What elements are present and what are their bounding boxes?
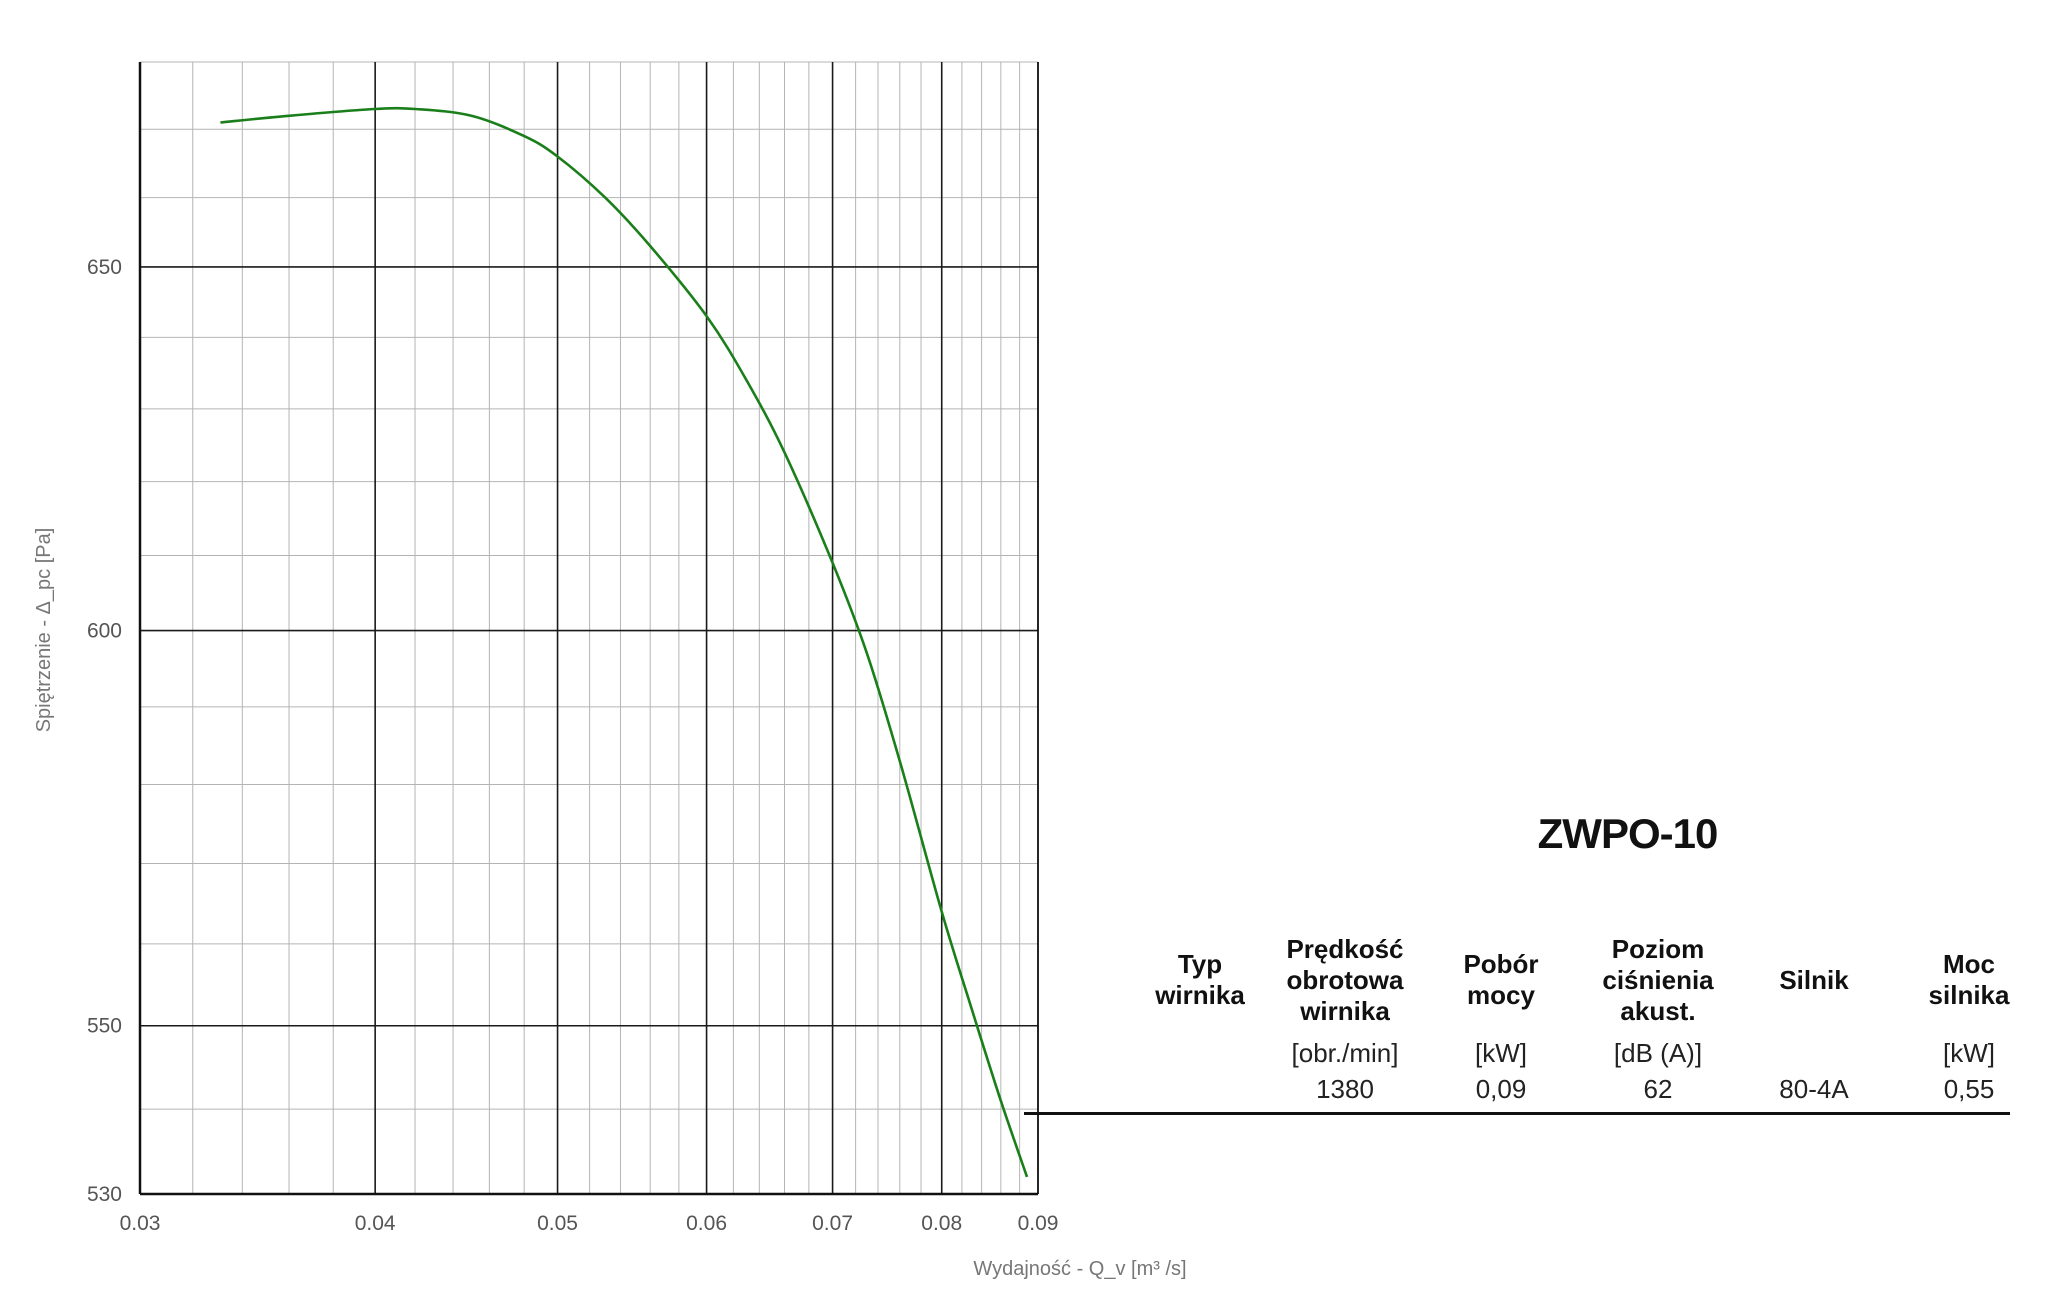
x-tick-label: 0.09 xyxy=(1018,1212,1059,1235)
spec-header: Pobór mocy xyxy=(1463,949,1539,1010)
spec-header: Silnik xyxy=(1779,964,1849,995)
y-tick-label: 550 xyxy=(87,1015,122,1038)
x-tick-label: 0.08 xyxy=(921,1212,962,1235)
x-tick-label: 0.07 xyxy=(812,1212,853,1235)
spec-unit: [kW] xyxy=(1475,1038,1527,1068)
spec-value: 80-4A xyxy=(1779,1074,1849,1104)
spec-column-motor-power: Moc silnika [kW] 0,55 xyxy=(1874,925,2064,1107)
y-tick-label: 650 xyxy=(87,256,122,279)
y-tick-label: 530 xyxy=(87,1183,122,1206)
spec-unit: [obr./min] xyxy=(1291,1038,1399,1068)
x-tick-label: 0.06 xyxy=(686,1212,727,1235)
x-axis-title: Wydajność - Q_v [m³ /s] xyxy=(973,1258,1186,1280)
minor-grid xyxy=(139,61,1039,1195)
spec-unit: [dB (A)] xyxy=(1613,1038,1703,1068)
fan-info-panel: ZWPO-10 Typ wirnika Prędkość obrotowa wi… xyxy=(1105,810,2010,1104)
spec-column-impeller-type: Typ wirnika xyxy=(1105,925,1295,1107)
y-axis-title: Spiętrzenie - Δ_pc [Pa] xyxy=(33,528,55,733)
spec-header: Typ wirnika xyxy=(1155,949,1245,1010)
spec-value: 0,55 xyxy=(1943,1074,1995,1104)
spec-column-motor: Silnik 80-4A xyxy=(1719,925,1909,1107)
spec-header: Poziom ciśnienia akust. xyxy=(1602,933,1714,1026)
spec-header: Prędkość obrotowa wirnika xyxy=(1286,933,1404,1026)
major-grid xyxy=(139,62,1039,1195)
spec-column-power-draw: Pobór mocy [kW] 0,09 xyxy=(1406,925,1596,1107)
table-baseline-rule xyxy=(1024,1112,2010,1115)
spec-value: 1380 xyxy=(1316,1074,1374,1104)
spec-value: 62 xyxy=(1643,1074,1673,1104)
performance-curve xyxy=(220,106,1029,1178)
axes xyxy=(138,62,1039,1196)
spec-column-rotation-speed: Prędkość obrotowa wirnika [obr./min] 138… xyxy=(1250,925,1440,1107)
spec-value: 0,09 xyxy=(1475,1074,1527,1104)
spec-header: Moc silnika xyxy=(1928,949,2010,1010)
y-tick-label: 600 xyxy=(87,620,122,643)
x-tick-label: 0.03 xyxy=(120,1212,161,1235)
spec-column-sound-level: Poziom ciśnienia akust. [dB (A)] 62 xyxy=(1563,925,1753,1107)
series-layer xyxy=(220,106,1029,1178)
x-tick-label: 0.05 xyxy=(537,1212,578,1235)
spec-unit: [kW] xyxy=(1943,1038,1995,1068)
tick-labels: 0.03 0.04 0.05 0.06 0.07 0.08 0.09 530 550 600 650 xyxy=(87,256,1058,1235)
x-tick-label: 0.04 xyxy=(355,1212,396,1235)
model-title: ZWPO-10 xyxy=(1537,810,1719,857)
